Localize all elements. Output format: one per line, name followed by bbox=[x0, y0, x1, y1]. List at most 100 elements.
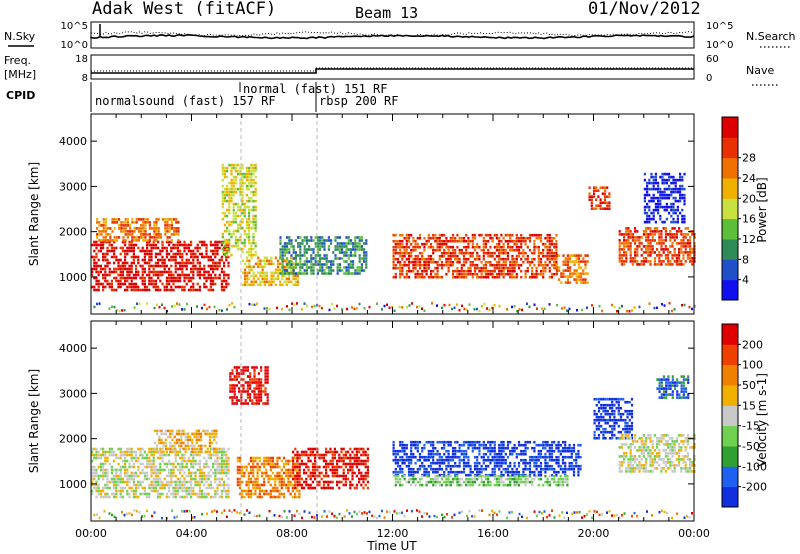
velocity-cell bbox=[263, 492, 266, 496]
power-cell bbox=[221, 235, 224, 239]
power-cell bbox=[297, 254, 300, 257]
power-cell bbox=[146, 239, 149, 242]
velocity-cell bbox=[215, 441, 218, 445]
velocity-cell bbox=[282, 477, 286, 481]
power-cell bbox=[649, 251, 652, 254]
power-cell bbox=[440, 263, 444, 267]
power-cell bbox=[102, 282, 105, 286]
velocity-cell bbox=[229, 387, 232, 390]
power-cell bbox=[303, 269, 306, 272]
velocity-cell bbox=[285, 462, 288, 466]
velocity-cell bbox=[336, 483, 339, 487]
power-cell bbox=[248, 166, 251, 170]
power-ground-scatter-cell bbox=[653, 306, 656, 310]
velocity-cell bbox=[113, 483, 116, 487]
velocity-cell bbox=[276, 489, 279, 493]
velocity-cell bbox=[180, 444, 183, 448]
power-cell bbox=[170, 224, 173, 227]
power-cell bbox=[403, 275, 406, 279]
power-cell bbox=[648, 178, 651, 182]
power-cell bbox=[299, 236, 302, 239]
power-cell bbox=[207, 258, 210, 262]
power-cell bbox=[203, 267, 206, 271]
power-cell bbox=[675, 230, 678, 233]
velocity-cell bbox=[204, 432, 207, 436]
power-cell bbox=[100, 239, 103, 242]
power-ground-scatter-cell bbox=[123, 309, 126, 312]
power-cell bbox=[407, 269, 411, 273]
power-cell bbox=[478, 266, 481, 270]
power-cell bbox=[535, 269, 538, 273]
power-cell bbox=[445, 251, 448, 255]
velocity-cell bbox=[333, 456, 336, 460]
velocity-cell bbox=[238, 477, 242, 481]
velocity-cell bbox=[97, 477, 100, 481]
power-cell bbox=[226, 193, 229, 197]
power-cell bbox=[254, 208, 257, 212]
power-cell bbox=[352, 245, 355, 248]
power-cell bbox=[509, 275, 512, 279]
velocity-cell bbox=[157, 474, 160, 478]
velocity-cell bbox=[163, 483, 166, 487]
power-cell bbox=[314, 263, 317, 266]
power-cell bbox=[95, 252, 98, 256]
velocity-cell bbox=[342, 447, 345, 451]
power-cell bbox=[109, 239, 112, 242]
power-cell bbox=[601, 207, 604, 210]
freq-tick-top: 18 bbox=[75, 54, 88, 65]
power-cell bbox=[456, 254, 459, 258]
velocity-cell bbox=[181, 453, 184, 457]
velocity-cell bbox=[274, 483, 277, 487]
power-cell bbox=[254, 220, 257, 224]
power-cell bbox=[429, 242, 433, 246]
velocity-cell bbox=[157, 495, 160, 499]
power-cell bbox=[192, 252, 195, 256]
power-cell bbox=[228, 208, 231, 212]
velocity-cell bbox=[115, 453, 118, 457]
power-cell bbox=[126, 218, 129, 221]
velocity-cell bbox=[93, 447, 96, 451]
power-cell bbox=[196, 273, 199, 277]
power-cell bbox=[252, 277, 255, 281]
power-cell bbox=[638, 263, 641, 266]
velocity-cell bbox=[95, 450, 98, 454]
velocity-cell bbox=[294, 447, 297, 451]
power-cell bbox=[682, 236, 685, 239]
power-cell bbox=[517, 254, 521, 258]
power-cell bbox=[102, 221, 105, 224]
velocity-cell bbox=[358, 456, 361, 460]
power-ground-scatter-cell bbox=[476, 307, 478, 311]
power-cell bbox=[515, 248, 518, 252]
velocity-cell bbox=[314, 447, 317, 451]
power-cell bbox=[511, 248, 514, 252]
power-cell bbox=[279, 262, 282, 266]
power-cell bbox=[148, 243, 151, 247]
velocity-cell bbox=[298, 462, 301, 466]
velocity-cell bbox=[148, 465, 151, 469]
power-cell bbox=[566, 281, 569, 284]
power-cell bbox=[97, 282, 100, 286]
velocity-cell bbox=[160, 432, 163, 436]
power-cell bbox=[104, 236, 107, 239]
power-cell bbox=[542, 263, 545, 267]
power-cell bbox=[438, 263, 441, 267]
velocity-cell bbox=[325, 465, 328, 469]
power-cell bbox=[223, 253, 226, 257]
power-cell bbox=[500, 248, 503, 252]
power-cell bbox=[405, 236, 408, 240]
velocity-cell bbox=[179, 447, 182, 451]
power-cell bbox=[183, 240, 186, 244]
power-cell bbox=[297, 242, 300, 245]
velocity-cell bbox=[418, 452, 422, 456]
power-cell bbox=[174, 279, 177, 283]
velocity-cell bbox=[358, 480, 361, 484]
power-cell bbox=[312, 272, 315, 275]
velocity-cell bbox=[220, 471, 223, 475]
velocity-cell bbox=[287, 489, 290, 493]
power-cell bbox=[401, 233, 404, 237]
velocity-cell bbox=[401, 449, 404, 453]
power-cell bbox=[170, 276, 173, 280]
power-cell bbox=[489, 269, 492, 273]
power-cell bbox=[603, 186, 607, 189]
velocity-cell bbox=[242, 387, 245, 390]
